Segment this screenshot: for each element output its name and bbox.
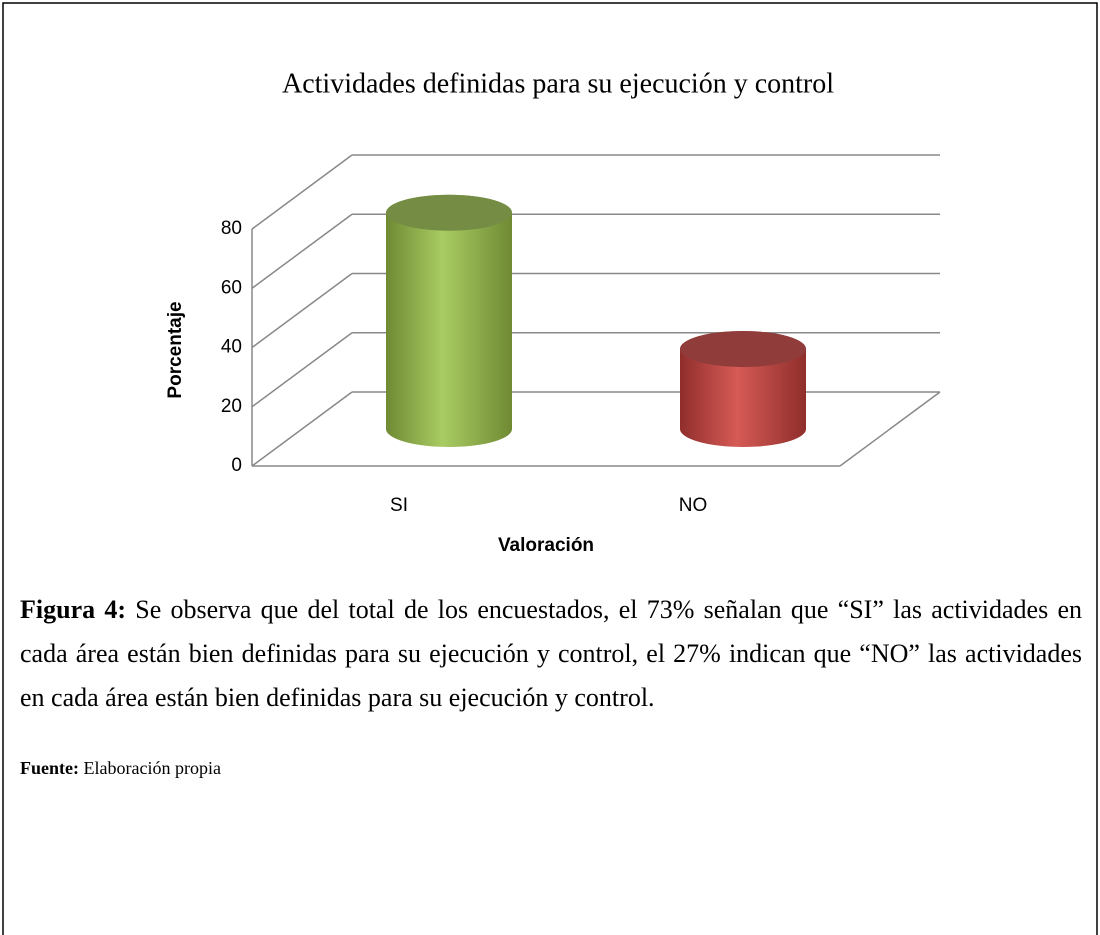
y-tick-label: 0 <box>231 455 242 476</box>
y-tick-label: 80 <box>221 218 242 239</box>
source: Fuente: Elaboración propia <box>20 758 221 779</box>
x-tick-label: SI <box>390 495 408 516</box>
grid-line <box>251 213 353 289</box>
y-axis-label: Porcentaje <box>165 301 186 398</box>
chart-title: Actividades definidas para su ejecución … <box>282 68 834 99</box>
grid-line <box>251 272 353 349</box>
y-tick-label: 60 <box>221 277 242 298</box>
y-tick-label: 40 <box>221 337 242 358</box>
grid-line <box>251 154 353 230</box>
y-tick-label: 20 <box>221 396 242 417</box>
bar <box>386 194 512 447</box>
x-tick-label: NO <box>679 495 708 516</box>
grid-line <box>251 332 353 408</box>
bar-top <box>680 331 806 368</box>
source-text: Elaboración propia <box>78 758 221 778</box>
caption-text: Se observa que del total de los encuesta… <box>20 595 1083 712</box>
x-axis-label: Valoración <box>498 535 594 556</box>
bar-top <box>386 194 512 231</box>
grid-line <box>251 391 353 467</box>
floor-edge <box>839 391 941 467</box>
source-label: Fuente: <box>20 758 79 778</box>
caption-label: Figura 4: <box>20 595 127 624</box>
caption: Figura 4: Se observa que del total de lo… <box>20 588 1082 720</box>
